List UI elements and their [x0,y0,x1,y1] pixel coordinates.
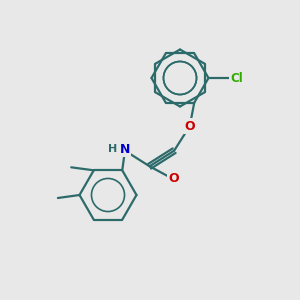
Text: O: O [168,172,179,185]
Text: O: O [184,120,195,133]
Text: N: N [120,143,130,156]
Text: Cl: Cl [230,71,243,85]
Text: H: H [108,144,117,154]
